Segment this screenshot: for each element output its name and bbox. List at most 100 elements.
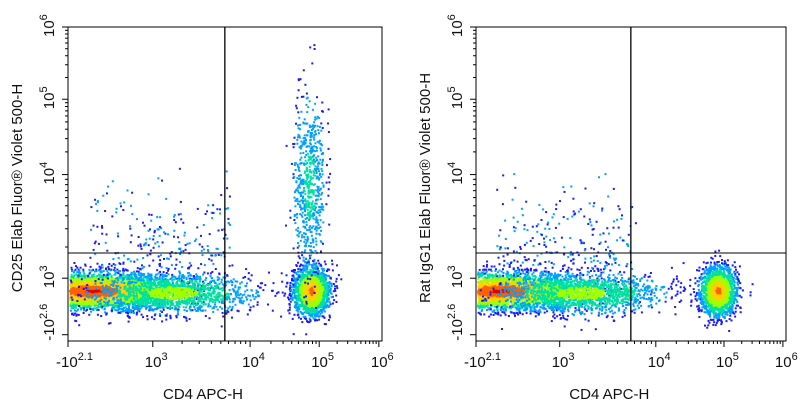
event-dot: [139, 286, 142, 289]
event-dot: [213, 290, 216, 293]
event-dot: [85, 301, 88, 304]
event-dot: [121, 297, 124, 300]
event-dot: [73, 282, 75, 285]
event-dot: [254, 295, 257, 298]
event-dot: [150, 275, 153, 278]
event-dot: [115, 280, 118, 283]
event-dot: [142, 302, 145, 305]
event-dot: [125, 294, 128, 297]
event-dot: [74, 296, 77, 299]
event-dot: [174, 306, 177, 309]
event-dot: [176, 279, 179, 282]
event-dot: [121, 294, 124, 297]
event-dot: [152, 300, 155, 303]
event-dot: [159, 291, 162, 294]
event-dot: [78, 299, 81, 302]
event-dot: [118, 304, 120, 307]
event-dot: [90, 269, 93, 272]
event-dot: [70, 291, 73, 294]
event-dot: [90, 293, 92, 296]
event-dot: [174, 296, 177, 299]
event-dot: [101, 305, 104, 308]
event-dot: [98, 287, 100, 290]
event-dot: [163, 300, 166, 303]
event-dot: [76, 277, 79, 280]
event-dot: [95, 277, 98, 279]
event-dot: [148, 307, 151, 310]
event-dot: [97, 294, 100, 297]
event-dot: [91, 297, 94, 299]
event-dot: [125, 282, 128, 285]
event-dot: [197, 267, 200, 270]
event-dot: [235, 291, 238, 294]
event-dot: [133, 270, 135, 273]
event-dot: [153, 293, 156, 296]
event-dot: [183, 291, 186, 294]
event-dot: [185, 295, 188, 298]
event-dot: [184, 301, 187, 304]
event-dot: [331, 263, 334, 266]
event-dot: [69, 285, 72, 288]
event-dot: [116, 268, 119, 271]
event-dot: [190, 291, 193, 294]
event-dot: [170, 291, 173, 294]
event-dot: [103, 284, 106, 287]
event-dot: [120, 300, 123, 303]
event-dot: [146, 303, 148, 306]
event-dot: [119, 270, 122, 273]
event-dot: [119, 293, 122, 295]
event-dot: [202, 273, 205, 276]
event-dot: [127, 276, 129, 278]
event-dot: [70, 296, 73, 299]
event-dot: [281, 291, 284, 294]
event-dot: [92, 298, 95, 301]
event-dot: [107, 265, 110, 268]
event-dot: [100, 305, 102, 308]
event-dot: [189, 293, 191, 296]
event-dot: [227, 310, 230, 313]
event-dot: [250, 274, 253, 277]
event-dot: [208, 289, 211, 292]
event-dot: [92, 268, 95, 271]
event-dot: [132, 290, 135, 293]
event-dot: [71, 268, 73, 271]
event-dot: [87, 285, 90, 288]
event-dot: [114, 272, 117, 275]
event-dot: [91, 308, 94, 311]
event-dot: [128, 295, 131, 298]
event-dot: [119, 294, 122, 297]
event-dot: [207, 303, 210, 306]
event-dot: [209, 283, 212, 286]
event-dot: [74, 312, 77, 315]
event-dot: [242, 302, 244, 305]
event-dot: [76, 276, 79, 279]
event-dot: [165, 272, 168, 274]
event-dot: [96, 300, 99, 303]
event-dot: [328, 301, 331, 304]
event-dot: [136, 311, 138, 314]
event-dot: [110, 278, 113, 280]
event-dot: [215, 299, 218, 302]
event-dot: [126, 269, 129, 272]
event-dot: [210, 280, 213, 283]
event-dot: [118, 297, 121, 300]
event-dot: [137, 306, 140, 308]
event-dot: [154, 284, 157, 287]
event-dot: [173, 305, 176, 308]
event-dot: [78, 270, 80, 273]
event-dot: [164, 278, 167, 280]
event-dot: [311, 313, 314, 315]
event-dot: [210, 276, 213, 279]
event-dot: [204, 288, 207, 291]
event-dot: [99, 286, 102, 289]
event-dot: [111, 299, 114, 302]
event-dot: [148, 280, 151, 283]
event-dot: [189, 274, 192, 277]
event-dot: [179, 287, 182, 290]
event-dot: [181, 282, 184, 285]
event-dot: [70, 309, 72, 312]
event-dot: [92, 282, 95, 285]
event-dot: [214, 285, 216, 288]
event-dot: [80, 278, 83, 281]
event-dot: [182, 284, 185, 287]
